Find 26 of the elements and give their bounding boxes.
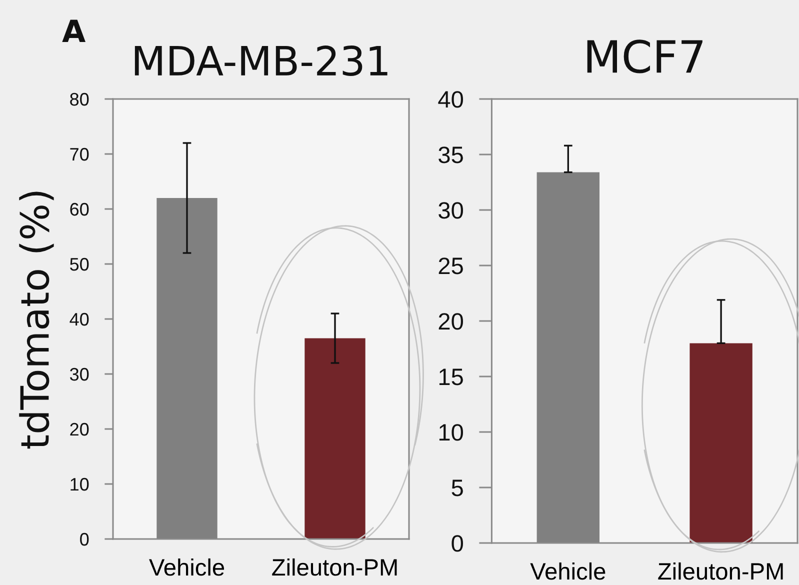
y-tick-label: 80	[70, 92, 89, 106]
y-tick-label: 10	[439, 424, 463, 441]
y-tick-label: 0	[80, 532, 89, 546]
y-tick-label: 40	[438, 91, 463, 108]
y-tick-label: 40	[70, 312, 89, 326]
y-tick-label: 5	[452, 480, 463, 496]
chart-title: MCF7	[587, 40, 702, 74]
text: A	[62, 20, 86, 42]
y-tick-label: 70	[70, 148, 89, 161]
x-tick-label: Vehicle	[530, 562, 606, 580]
y-tick-label: 25	[438, 258, 463, 274]
y-tick-label: 60	[70, 202, 89, 216]
y-tick-label: 30	[70, 368, 89, 381]
y-tick-label: 20	[438, 313, 463, 330]
chart-title: MDA-MB-231	[134, 45, 388, 76]
y-tick-label: 35	[438, 146, 463, 164]
y-tick-label: 50	[70, 258, 89, 271]
y-tick-label: 30	[438, 202, 463, 219]
y-tick-label: 20	[70, 422, 89, 436]
y-tick-label: 0	[452, 535, 463, 552]
x-tick-label: Zileuton-PM	[272, 558, 397, 576]
y-axis-title: tdTomato (%)	[19, 192, 54, 449]
x-tick-label: Zileuton-PM	[658, 562, 783, 580]
x-tick-label: Vehicle	[149, 558, 224, 576]
y-tick-label: 10	[70, 478, 89, 491]
y-tick-label: 15	[439, 368, 463, 386]
